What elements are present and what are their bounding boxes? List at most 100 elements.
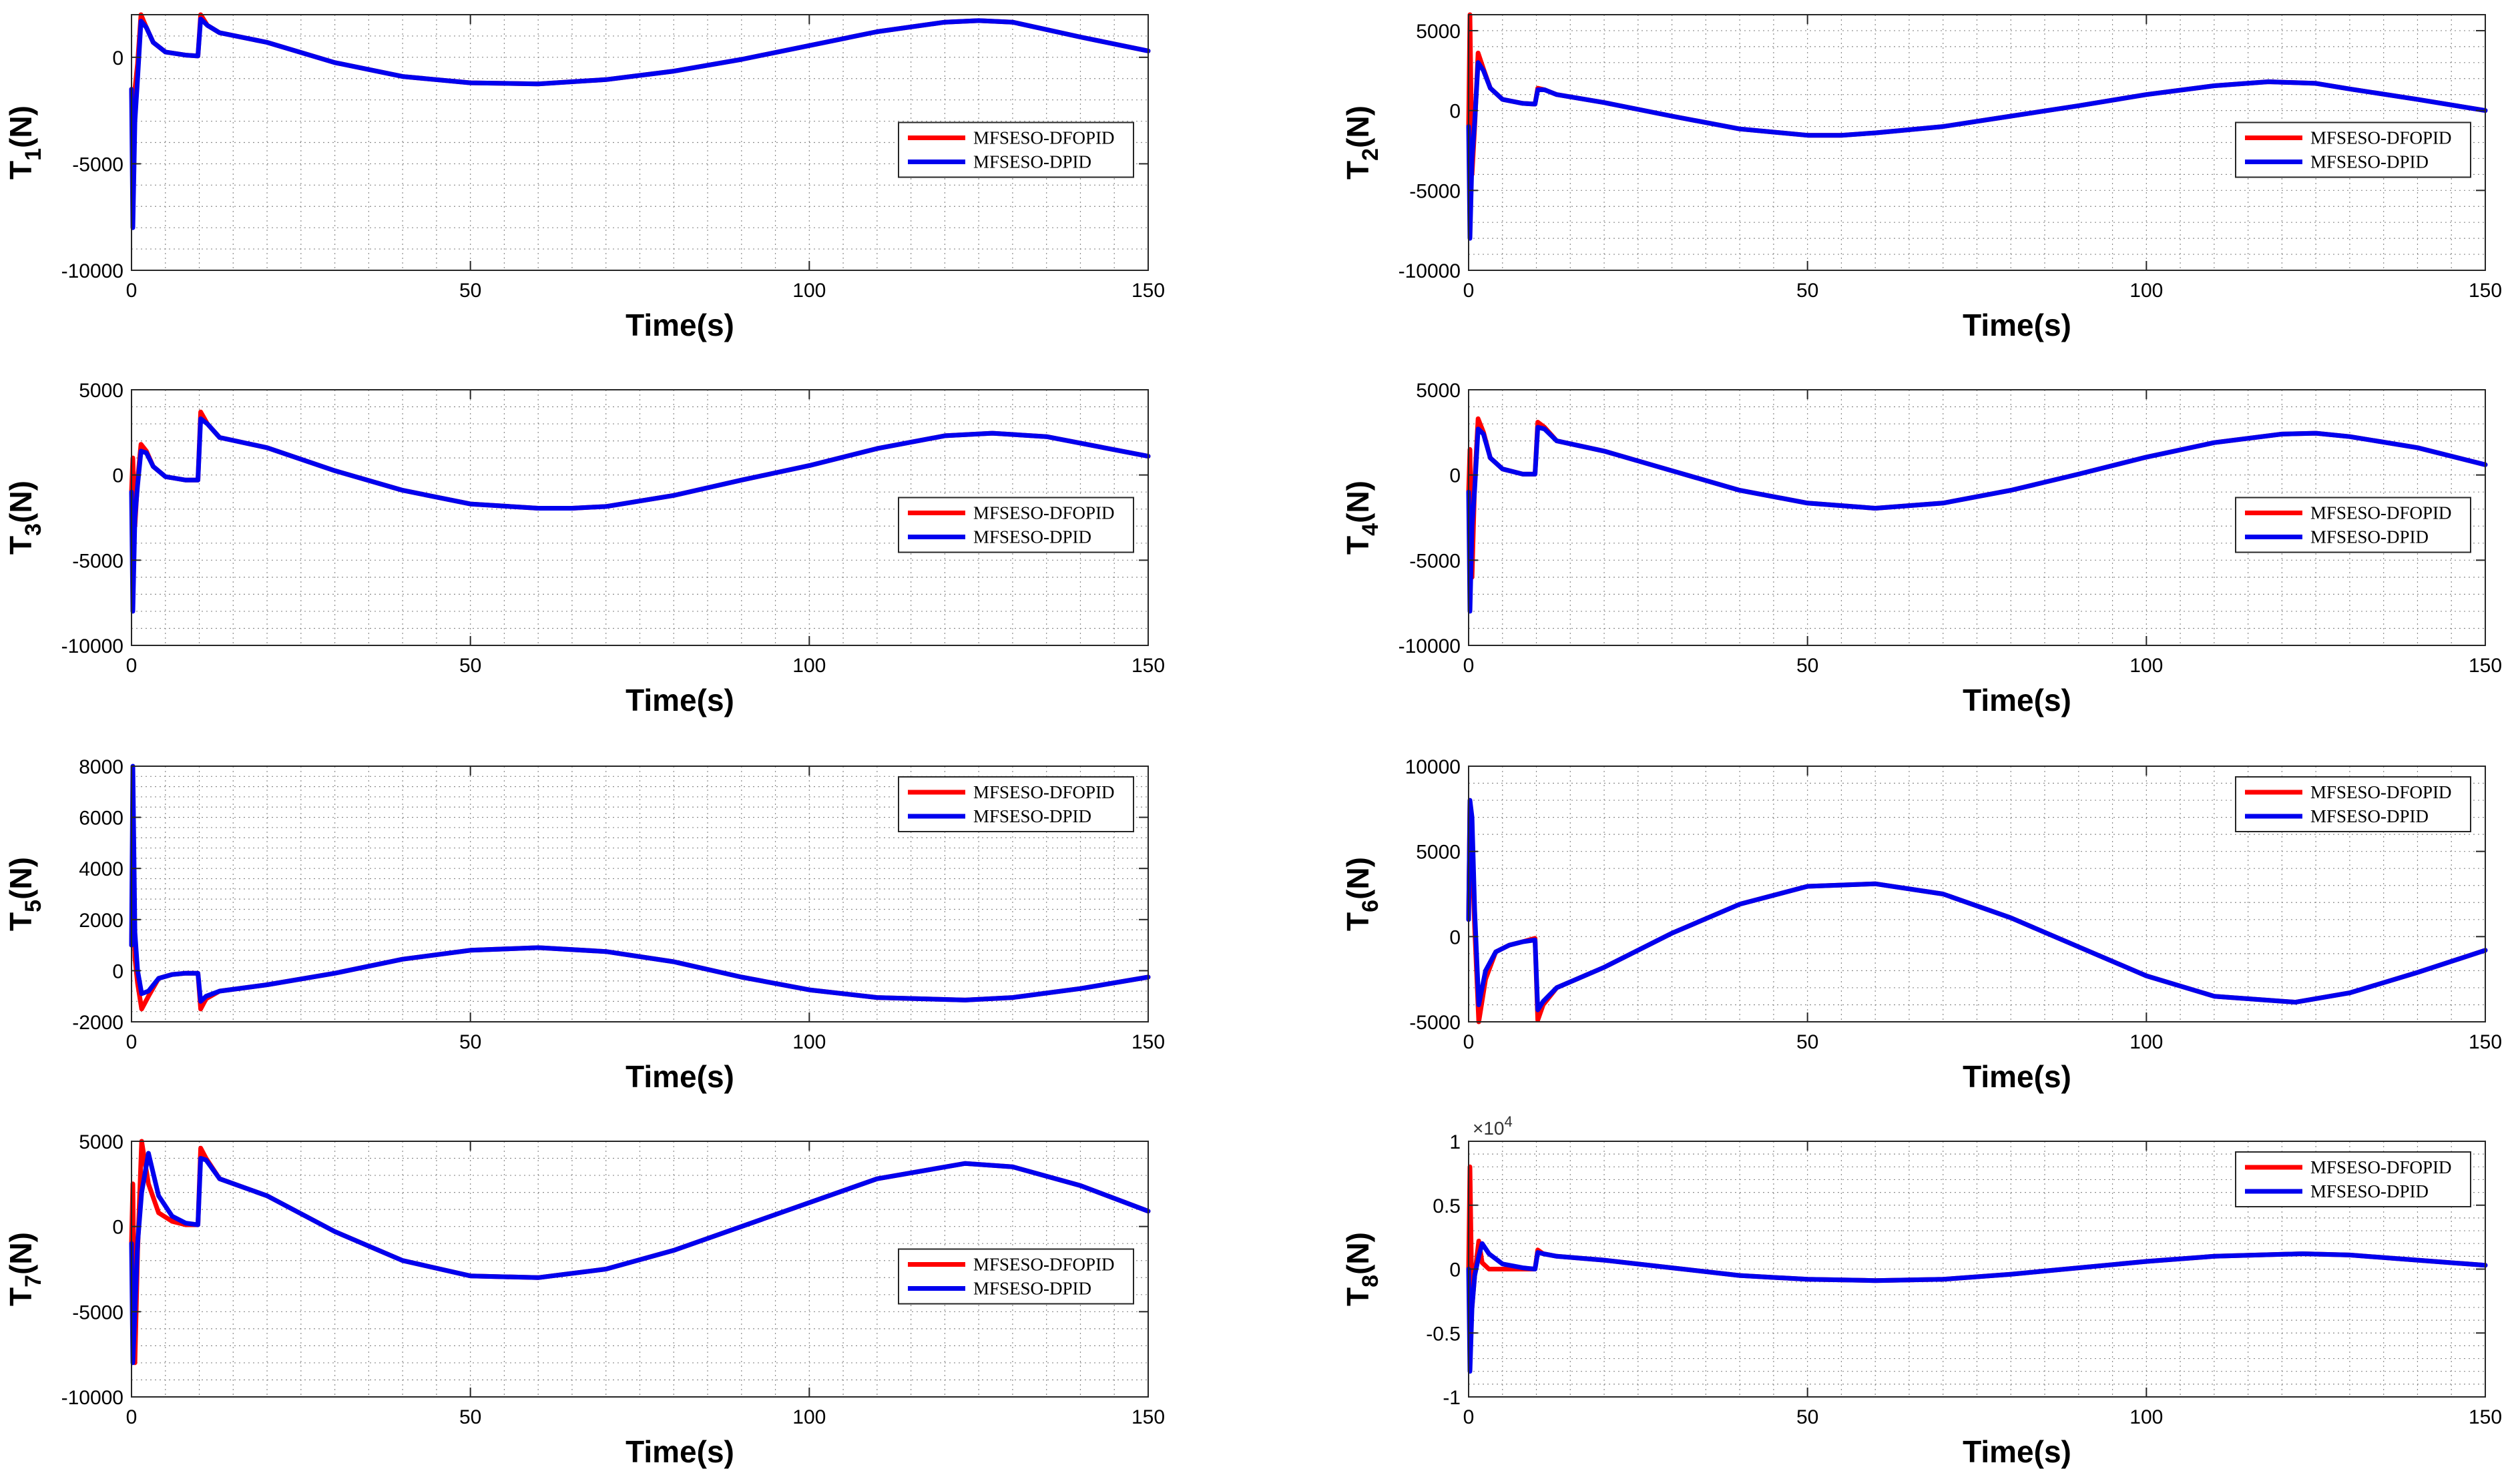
y-axis-label-unit: (N) (3, 481, 38, 523)
y-axis-label-unit: (N) (3, 857, 38, 900)
x-axis-label: Time(s) (625, 683, 734, 717)
axes-box (131, 389, 1149, 646)
subplot-t7: 0 50 100 150 -10000 -5000 0 5000 Time(s) T7(N) MFS… (3, 1131, 1165, 1469)
subplot-t1: 0 50 100 150 -10000 -5000 0 Time(s) T1(N) MFSESO-… (3, 12, 1165, 342)
axes-box (1468, 14, 2486, 271)
x-tick-label: 150 (1131, 1031, 1165, 1053)
y-tick-label: -10000 (1399, 260, 1461, 282)
legend-box (898, 121, 1134, 178)
y-axis-label-subscript: 7 (21, 1275, 46, 1287)
legend-label: MFSESO-DFOPID (973, 782, 1115, 802)
y-tick-label: -5000 (72, 550, 123, 572)
series-line-dpid (1466, 60, 2488, 241)
y-tick-label: 4000 (79, 858, 123, 880)
legend: MFSESO-DFOPID MFSESO-DPID (898, 1248, 1134, 1305)
y-tick-label: 10000 (1405, 756, 1461, 778)
legend-label: MFSESO-DFOPID (2310, 128, 2452, 148)
legend-label: MFSESO-DPID (973, 152, 1091, 172)
x-tick-label: 0 (126, 655, 138, 677)
legend: MFSESO-DFOPID MFSESO-DPID (898, 497, 1134, 553)
legend-label: MFSESO-DFOPID (2310, 1157, 2452, 1177)
x-tick-label: 100 (2129, 1406, 2163, 1428)
y-axis-label-subscript: 1 (21, 148, 46, 161)
legend-box (2235, 121, 2471, 178)
x-tick-label: 50 (459, 1031, 481, 1053)
y-tick-label: 5000 (1416, 380, 1461, 402)
y-axis-label-unit: (N) (1340, 857, 1375, 900)
y-tick-label: -10000 (1399, 635, 1461, 657)
y-axis-label: T5(N) (3, 857, 46, 931)
x-tick-label: 50 (459, 280, 481, 302)
legend-label: MFSESO-DPID (973, 527, 1091, 547)
x-tick-label: 0 (126, 1406, 138, 1428)
y-axis-label-subscript: 2 (1358, 148, 1383, 161)
subplot-t8: 0 50 100 150 -1 -0.5 0 0.5 1 ×104 Time(s) T8(N) MFSE… (1340, 1113, 2502, 1469)
series-line-dpid (1466, 1241, 2488, 1374)
series-line-dpid (129, 764, 1151, 1004)
legend-label: MFSESO-DPID (2310, 806, 2429, 826)
x-tick-label: 150 (1131, 1406, 1165, 1428)
subplot-t6: 0 50 100 150-50000500010000Time(s)T6(N)MFSE… (1340, 756, 2502, 1094)
x-axis-label: Time(s) (625, 308, 734, 342)
y-tick-label: -0.5 (1426, 1323, 1461, 1345)
legend: MFSESO-DFOPID MFSESO-DPID (2235, 497, 2471, 553)
x-tick-label: 100 (2129, 655, 2163, 677)
y-axis-label-subscript: 5 (21, 900, 46, 912)
axis-multiplier-exponent: 4 (1505, 1113, 1513, 1130)
x-tick-label: 50 (1796, 1406, 1818, 1428)
legend: MFSESO-DFOPID MFSESO-DPID (2235, 776, 2471, 832)
x-axis-label: Time(s) (625, 1059, 734, 1094)
x-tick-label: 0 (126, 280, 138, 302)
y-tick-label: 5000 (1416, 21, 1461, 43)
legend-box (898, 1248, 1134, 1305)
y-axis-label-unit: (N) (3, 1232, 38, 1275)
legend: MFSESO-DFOPID MFSESO-DPID (898, 776, 1134, 832)
x-tick-label: 50 (1796, 280, 1818, 302)
x-tick-label: 150 (2469, 1031, 2502, 1053)
legend-label: MFSESO-DFOPID (973, 503, 1115, 523)
legend-label: MFSESO-DPID (973, 1279, 1091, 1299)
y-tick-label: 0 (1449, 1259, 1461, 1281)
x-tick-label: 150 (1131, 280, 1165, 302)
legend-label: MFSESO-DFOPID (2310, 782, 2452, 802)
y-tick-label: 5000 (79, 380, 123, 402)
x-tick-label: 0 (126, 1031, 138, 1053)
y-tick-label: 0 (1449, 465, 1461, 487)
y-tick-label: 1 (1449, 1131, 1461, 1153)
y-tick-label: 6000 (79, 808, 123, 830)
x-axis-label: Time(s) (1963, 1059, 2071, 1094)
y-tick-label: 0 (112, 960, 123, 982)
axes-box (131, 1141, 1149, 1398)
x-tick-label: 100 (792, 280, 826, 302)
y-axis-label-subscript: 8 (1358, 1275, 1383, 1287)
y-tick-label: 0 (1449, 926, 1461, 948)
legend-box (898, 497, 1134, 553)
x-tick-label: 150 (2469, 1406, 2502, 1428)
x-tick-label: 150 (2469, 280, 2502, 302)
x-axis-label: Time(s) (1963, 308, 2071, 342)
y-tick-label: 0 (112, 1217, 123, 1239)
y-tick-label: 5000 (79, 1131, 123, 1153)
subplot-t2: 0 50 100 150 -10000 -5000 0 5000 Time(s) T2(N) MFS… (1340, 12, 2502, 342)
x-tick-label: 50 (459, 1406, 481, 1428)
series-line-dpid (1466, 798, 2488, 1012)
x-tick-label: 0 (1463, 1031, 1475, 1053)
y-tick-label: 0.5 (1433, 1195, 1461, 1217)
x-tick-label: 0 (1463, 280, 1475, 302)
y-tick-label: -2000 (72, 1012, 123, 1034)
x-axis-label: Time(s) (1963, 683, 2071, 717)
series-line-dpid (129, 16, 1151, 230)
y-axis-label-subscript: 4 (1358, 523, 1383, 536)
x-axis-label: Time(s) (1963, 1434, 2071, 1469)
y-tick-label: -10000 (61, 635, 123, 657)
y-tick-label: -10000 (61, 260, 123, 282)
axes-box (1468, 389, 2486, 646)
legend-label: MFSESO-DFOPID (973, 128, 1115, 148)
legend-box (2235, 497, 2471, 553)
x-tick-label: 50 (459, 655, 481, 677)
series-line-dpid (129, 1151, 1151, 1366)
y-tick-label: 8000 (79, 756, 123, 778)
subplot-t4: 0 50 100 150 -10000 -5000 0 5000 Time(s) T4(N) MFS… (1340, 380, 2502, 717)
subplot-t5: 0 50 100 150-200002000400060008000Time(s)T5… (3, 756, 1165, 1094)
